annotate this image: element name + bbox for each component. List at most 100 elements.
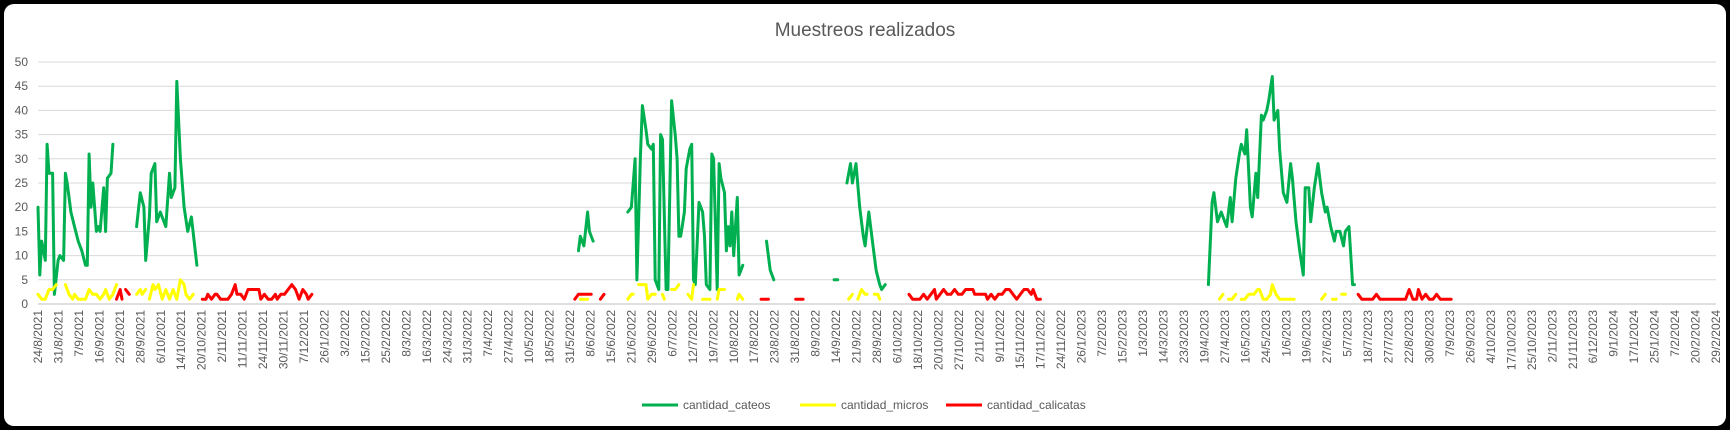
- x-tick-label: 21/6/2022: [624, 310, 638, 364]
- x-tick-label: 19/6/2023: [1300, 310, 1314, 364]
- x-tick-label: 21/9/2022: [850, 310, 864, 364]
- series-line-cantidad_cateos: [36, 142, 115, 296]
- x-tick-label: 29/6/2022: [645, 310, 659, 364]
- x-tick-label: 2/11/2022: [972, 310, 986, 363]
- x-tick-label: 16/9/2021: [92, 310, 106, 364]
- x-tick-label: 22/8/2023: [1402, 310, 1416, 364]
- x-tick-label: 7/12/2021: [297, 310, 311, 364]
- x-tick-label: 8/3/2022: [399, 310, 413, 357]
- x-tick-label: 29/2/2024: [1709, 310, 1723, 364]
- x-tick-label: 24/11/2021: [256, 310, 270, 369]
- chart-frame: 0 5 10 15 20 25 30 35 40 45 50 24/8/2021 31/8/2021 7…: [4, 4, 1726, 426]
- x-tick-label: 9/11/2022: [993, 310, 1007, 363]
- x-tick-label: 14/3/2023: [1156, 310, 1170, 364]
- series-line-cantidad_micros: [63, 283, 118, 301]
- series-line-cantidad_calicatas: [598, 292, 606, 301]
- chart-title: Muestreos realizados: [775, 20, 956, 41]
- x-tick-label: 10/5/2022: [522, 310, 536, 364]
- x-tick-label: 22/9/2021: [113, 310, 127, 364]
- y-tick-label: 5: [21, 273, 28, 287]
- series-line-cantidad_calicatas: [124, 288, 131, 296]
- series-lines: [36, 75, 1453, 301]
- x-tick-label: 30/11/2021: [277, 310, 291, 369]
- series-line-cantidad_cateos: [845, 162, 887, 291]
- x-tick-label: 15/6/2022: [604, 310, 618, 364]
- x-tick-label: 23/8/2022: [768, 310, 782, 364]
- x-tick-label: 27/6/2023: [1320, 310, 1334, 364]
- series-line-cantidad_micros: [1227, 292, 1238, 301]
- x-tick-label: 16/5/2023: [1238, 310, 1252, 364]
- x-tick-label: 26/1/2022: [317, 310, 331, 364]
- series-line-cantidad_micros: [1320, 292, 1327, 301]
- x-tick-label: 24/11/2022: [1054, 310, 1068, 369]
- x-tick-label: 16/3/2022: [420, 310, 434, 364]
- x-tick-label: 25/1/2024: [1648, 310, 1662, 364]
- legend: cantidad_cateos cantidad_micros cantidad_c…: [642, 398, 1086, 412]
- series-line-cantidad_micros: [715, 288, 726, 301]
- y-tick-label: 30: [15, 152, 29, 166]
- x-tick-label: 24/5/2023: [1259, 310, 1273, 364]
- x-tick-label: 20/2/2024: [1689, 310, 1703, 364]
- y-tick-label: 15: [15, 224, 29, 238]
- x-tick-label: 20/10/2021: [195, 310, 209, 370]
- x-tick-label: 2/11/2021: [215, 310, 229, 363]
- x-tick-label: 18/10/2022: [911, 310, 925, 370]
- series-line-cantidad_micros: [856, 288, 869, 301]
- series-line-cantidad_micros: [36, 283, 58, 301]
- x-tick-label: 31/3/2022: [461, 310, 475, 364]
- x-tick-label: 17/1/2024: [1627, 310, 1641, 364]
- legend-label: cantidad_calicatas: [987, 398, 1086, 412]
- x-tick-label: 17/11/2022: [1034, 310, 1048, 369]
- x-tick-label: 31/8/2022: [788, 310, 802, 364]
- x-tick-label: 6/10/2021: [154, 310, 168, 364]
- x-tick-label: 24/3/2022: [440, 310, 454, 364]
- series-line-cantidad_micros: [135, 288, 148, 296]
- series-line-cantidad_micros: [661, 292, 666, 301]
- x-tick-label: 19/4/2023: [1197, 310, 1211, 364]
- series-line-cantidad_cateos: [626, 99, 745, 291]
- x-tick-label: 7/9/2021: [72, 310, 86, 357]
- x-tick-label: 1/6/2023: [1279, 310, 1293, 357]
- series-cantidad_calicatas: [115, 283, 1453, 301]
- x-tick-label: 15/2/2023: [1116, 310, 1130, 364]
- series-line-cantidad_cateos: [577, 210, 595, 253]
- x-tick-label: 21/11/2023: [1566, 310, 1580, 369]
- x-tick-label: 17/8/2022: [747, 310, 761, 364]
- series-line-cantidad_micros: [1217, 292, 1225, 301]
- y-tick-label: 45: [15, 79, 29, 93]
- y-tick-label: 20: [15, 200, 29, 214]
- x-tick-label: 28/9/2022: [870, 310, 884, 364]
- x-tick-label: 31/5/2022: [563, 310, 577, 364]
- x-axis-ticks: 24/8/2021 31/8/2021 7/9/2021 16/9/2021 22/9/…: [31, 310, 1723, 370]
- series-line-cantidad_micros: [1239, 283, 1296, 301]
- series-line-cantidad_calicatas: [907, 288, 1042, 301]
- x-tick-label: 7/2/2024: [1668, 310, 1682, 357]
- x-tick-label: 5/7/2023: [1341, 310, 1355, 357]
- y-axis-ticks: 0 5 10 15 20 25 30 35 40 45 50: [15, 55, 29, 311]
- x-tick-label: 18/7/2023: [1361, 310, 1375, 364]
- x-tick-label: 30/8/2023: [1423, 310, 1437, 364]
- x-tick-label: 31/8/2021: [51, 310, 65, 364]
- y-tick-label: 50: [15, 55, 29, 69]
- x-tick-label: 4/10/2023: [1484, 310, 1498, 364]
- x-tick-label: 27/7/2023: [1382, 310, 1396, 364]
- line-chart: 0 5 10 15 20 25 30 35 40 45 50 24/8/2021 31/8/2021 7…: [15, 20, 1723, 412]
- series-cantidad_micros: [36, 278, 1347, 301]
- x-tick-label: 26/9/2023: [1463, 310, 1477, 364]
- y-tick-label: 25: [15, 176, 29, 190]
- x-tick-label: 18/5/2022: [543, 310, 557, 364]
- x-tick-label: 15/2/2022: [358, 310, 372, 364]
- x-tick-label: 25/10/2023: [1525, 310, 1539, 370]
- x-tick-label: 26/1/2023: [1075, 310, 1089, 364]
- x-tick-label: 2/11/2023: [1545, 310, 1559, 363]
- x-tick-label: 17/10/2023: [1504, 310, 1518, 370]
- x-tick-label: 15/11/2022: [1013, 310, 1027, 369]
- x-tick-label: 6/7/2022: [665, 310, 679, 357]
- x-tick-label: 8/9/2022: [809, 310, 823, 357]
- x-tick-label: 1/3/2023: [1136, 310, 1150, 357]
- x-tick-label: 23/3/2023: [1177, 310, 1191, 364]
- x-tick-label: 27/10/2022: [952, 310, 966, 370]
- x-tick-label: 6/10/2022: [890, 310, 904, 364]
- series-line-cantidad_calicatas: [1356, 288, 1453, 301]
- x-tick-label: 27/4/2023: [1218, 310, 1232, 364]
